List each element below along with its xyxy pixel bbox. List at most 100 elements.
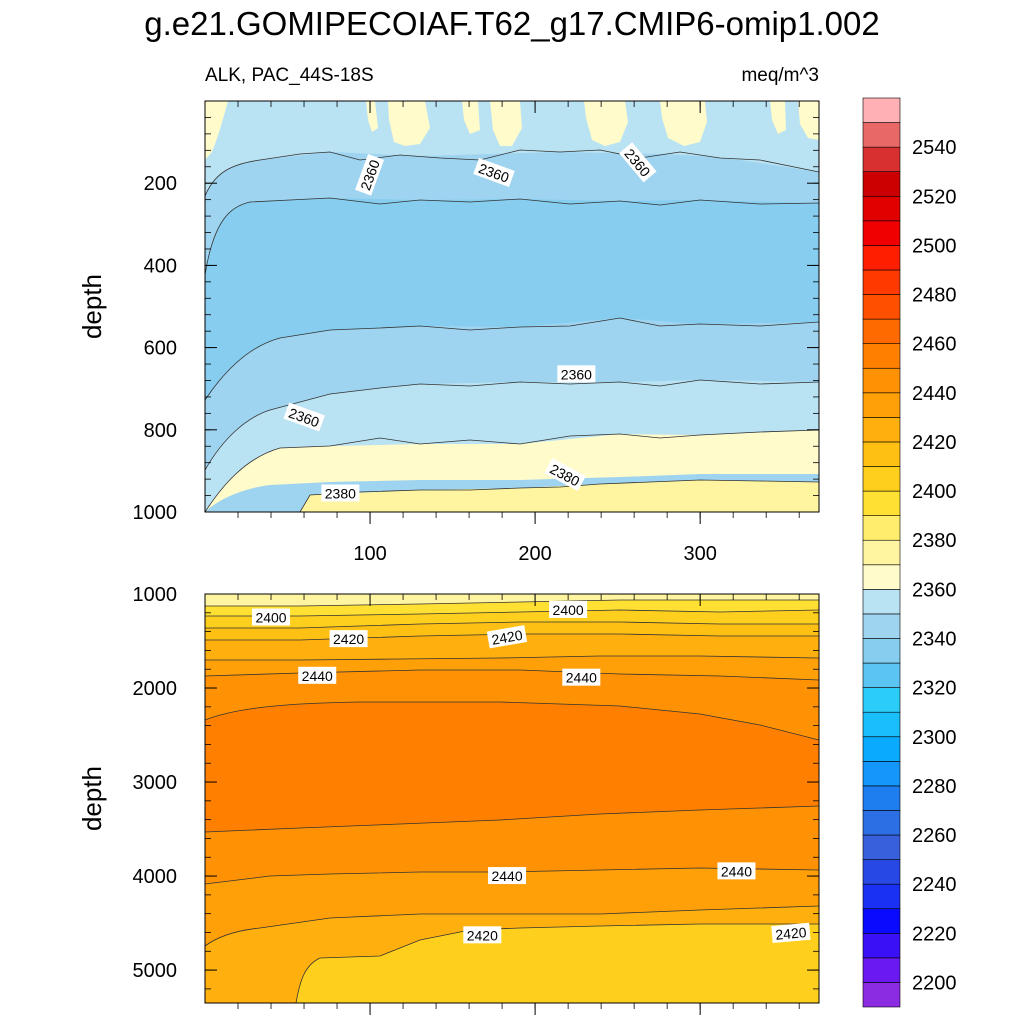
contour-label-box <box>329 630 368 648</box>
chart-subtitle-right: meq/m^3 <box>741 65 819 86</box>
colorbar-swatch <box>862 785 901 811</box>
contour-label-box <box>549 600 588 618</box>
colorbar-swatch <box>862 146 901 173</box>
lower-contour-line <box>205 621 819 629</box>
y-tick-label: 1000 <box>133 502 178 524</box>
colorbar-swatch <box>862 539 901 566</box>
contour-label-text: 2420 <box>467 927 498 943</box>
colorbar-swatch <box>862 883 901 910</box>
colorbar-swatch <box>862 932 901 959</box>
contour-label: 2440 <box>562 668 601 686</box>
colorbar-tick-label: 2360 <box>912 579 957 601</box>
colorbar-swatch <box>862 343 901 369</box>
upper-band-2360-deep <box>205 380 819 512</box>
upper-band-2370 <box>205 430 819 512</box>
contour-label-box <box>544 458 586 491</box>
colorbar-swatch <box>862 294 901 320</box>
upper-band-2380 <box>300 480 819 512</box>
contour-label: 2400 <box>252 608 291 626</box>
colorbar-tick-label: 2240 <box>912 874 957 896</box>
colorbar-tick-label: 2400 <box>912 481 957 503</box>
colorbar-tick-label: 2540 <box>912 137 957 159</box>
contour-label-text: 2360 <box>561 366 592 382</box>
contour-label-box <box>252 608 291 626</box>
contour-label-box <box>771 922 811 944</box>
colorbar-tick-label: 2480 <box>912 285 957 307</box>
colorbar-tick-label: 2380 <box>912 530 957 552</box>
colorbar-swatch <box>862 392 901 418</box>
contour-label-box <box>562 668 601 686</box>
upper-band-2340 <box>205 198 819 400</box>
colorbar-swatch <box>862 122 901 148</box>
contour-label-box <box>619 142 657 183</box>
lower-contour-line <box>205 701 819 741</box>
colorbar-swatch <box>862 834 901 860</box>
contour-label-box <box>283 402 325 432</box>
contour-label: 2440 <box>717 862 756 880</box>
colorbar-swatch <box>862 810 901 836</box>
contour-label: 2420 <box>486 625 528 649</box>
upper-contour-line <box>205 379 819 471</box>
contour-label-text: 2420 <box>775 924 808 943</box>
contour-label-text: 2420 <box>490 627 524 648</box>
contour-label-box <box>488 867 527 885</box>
contour-label-text: 2420 <box>333 631 364 647</box>
contour-label: 2360 <box>557 365 596 383</box>
colorbar-swatch <box>862 171 901 197</box>
lower-contour-line <box>205 599 819 607</box>
lower-contour-line <box>205 609 819 617</box>
upper-surface-band-4 <box>462 101 480 134</box>
colorbar-swatch <box>862 195 901 222</box>
colorbar-swatch <box>862 638 901 664</box>
colorbar-tick-label: 2300 <box>912 727 957 749</box>
lower-contour-line <box>295 923 819 1003</box>
lower-band-2380 <box>205 594 819 606</box>
upper-surface-band-7 <box>660 101 707 146</box>
colorbar-tick-label: 2220 <box>912 923 957 945</box>
colorbar-swatch <box>862 662 901 688</box>
lower-band-2420-deep <box>296 924 819 1003</box>
colorbar-swatch <box>862 490 901 516</box>
lower-band-2440 <box>205 670 819 740</box>
colorbar-tick-label: 2280 <box>912 776 957 798</box>
lower-band-2440-deep <box>205 806 819 884</box>
upper-surface-band-5 <box>490 101 522 146</box>
lower-band-2400 <box>205 610 819 628</box>
chart-subtitle-left: ALK, PAC_44S-18S <box>205 65 374 86</box>
contour-label-box <box>321 484 360 502</box>
colorbar-swatch <box>862 417 901 443</box>
colorbar: 2200 2220 2240 2260 2280 2300 2320 2340 2360 2380… <box>862 97 957 1008</box>
lower-contour-line <box>205 805 819 833</box>
colorbar-swatch <box>862 269 901 295</box>
colorbar-swatch <box>862 589 901 615</box>
contour-label-box <box>473 157 515 187</box>
y-axis-title: depth <box>77 766 107 831</box>
upper-surface-band-6 <box>584 101 628 146</box>
upper-surface-band-9 <box>798 101 819 140</box>
upper-surface-band-3 <box>388 101 430 146</box>
colorbar-swatch <box>862 564 901 590</box>
x-tick-label: 200 <box>518 543 551 565</box>
chart-title: g.e21.GOMIPECOIAF.T62_g17.CMIP6-omip1.00… <box>144 5 880 42</box>
colorbar-swatch <box>862 318 901 344</box>
contour-label-box <box>486 625 528 649</box>
colorbar-swatch <box>862 613 901 639</box>
colorbar-tick-label: 2520 <box>912 186 957 208</box>
lower-band-2450 <box>205 702 819 832</box>
colorbar-swatch <box>862 367 901 394</box>
contour-label: 2380 <box>321 484 360 502</box>
colorbar-swatch <box>862 97 901 123</box>
contour-label-box <box>355 154 385 196</box>
colorbar-tick-label: 2440 <box>912 383 957 405</box>
colorbar-tick-label: 2200 <box>912 972 957 994</box>
x-tick-label: 100 <box>353 543 386 565</box>
y-tick-label: 200 <box>144 173 177 195</box>
contour-label-text: 2400 <box>553 602 584 618</box>
colorbar-swatch <box>862 441 901 467</box>
colorbar-swatch <box>862 736 901 762</box>
colorbar-swatch <box>862 982 901 1008</box>
contour-label: 2420 <box>463 926 502 944</box>
colorbar-swatch <box>862 859 901 885</box>
contour-label-text: 2380 <box>325 486 356 502</box>
